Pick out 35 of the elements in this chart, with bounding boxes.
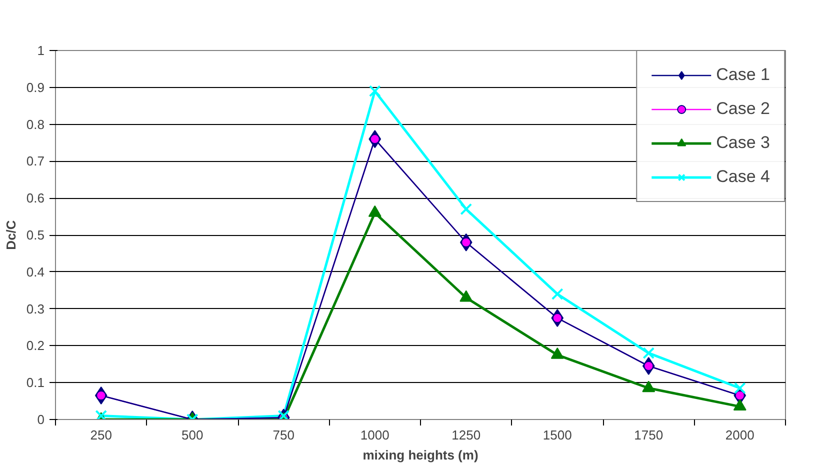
legend-label: Case 3 [716, 133, 770, 153]
y-tick-label: 0.9 [26, 80, 45, 95]
y-tick-label: 0.3 [26, 301, 45, 316]
y-axis-title: Dc/C [3, 220, 18, 250]
legend-label: Case 2 [716, 99, 770, 119]
point [368, 85, 381, 98]
y-tick-label: 0.2 [26, 338, 45, 354]
legend-label: Case 1 [716, 65, 770, 85]
y-tick-label: 0.7 [26, 154, 45, 169]
x-tick-label: 1750 [634, 428, 664, 442]
x-tick-label: 250 [90, 428, 112, 442]
point [95, 410, 108, 420]
y-tick-label: 0.1 [26, 375, 45, 390]
legend-label: Case 4 [716, 167, 770, 187]
x-axis-title: mixing heights (m) [362, 448, 478, 462]
y-tick-label: 0.5 [26, 228, 45, 242]
point [733, 399, 746, 411]
point [550, 347, 564, 359]
point [734, 382, 746, 394]
x-tick-label: 750 [272, 428, 294, 442]
x-tick-label: 1500 [542, 428, 572, 442]
point [460, 290, 473, 302]
point [460, 203, 472, 216]
x-tick-label: 1000 [360, 428, 390, 442]
point [642, 347, 655, 360]
x-tick-label: 2000 [725, 428, 754, 442]
y-tick-label: 1 [37, 43, 45, 58]
y-tick-label: 0.8 [26, 116, 45, 132]
y-tick-label: 0.4 [26, 264, 45, 280]
x-tick-label: 1250 [452, 428, 481, 442]
y-tick-label: 0.6 [26, 190, 45, 206]
point [642, 380, 656, 392]
y-tick-label: 0 [37, 412, 45, 427]
x-tick-label: 500 [182, 428, 204, 442]
point [551, 288, 564, 300]
